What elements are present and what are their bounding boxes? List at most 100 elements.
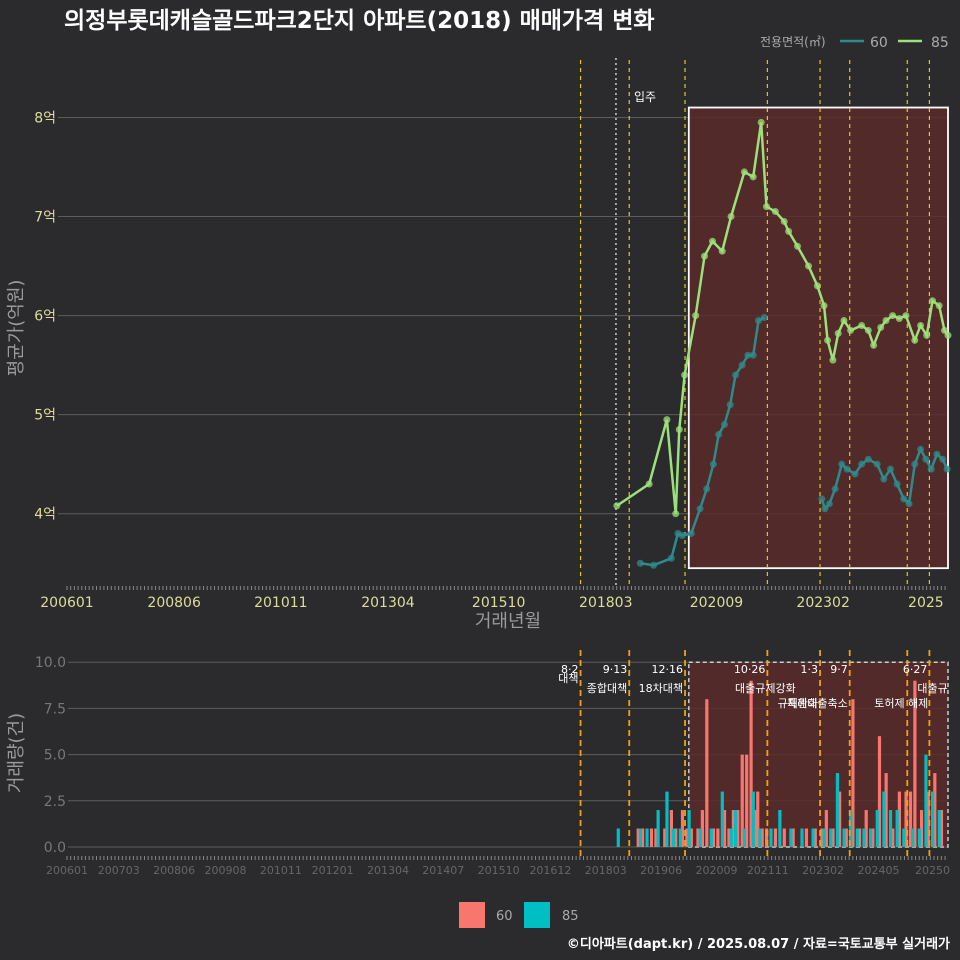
bar-85 [895, 810, 899, 847]
series-60-point [900, 495, 908, 503]
bar-60 [919, 810, 924, 847]
footer-credit: ©디아파트(dapt.kr) / 2025.08.07 / 자료=국토교통부 실… [567, 936, 950, 952]
series-60-point [851, 470, 859, 478]
price-axes: 4억 5억 6억 7억 8억 200601 200806 201011 201304 201510… [34, 110, 946, 611]
series-85-point [805, 262, 813, 270]
bar-60 [753, 810, 758, 847]
series-85-point [675, 425, 683, 433]
price-legend: 전용면적(㎡) 60 85 [760, 35, 949, 51]
bar-60 [711, 828, 716, 847]
bar-85 [911, 828, 915, 847]
price-x-tick-label: 201510 [472, 595, 525, 611]
series-60-point [749, 351, 757, 359]
volume-x-tick-label: 200601 [46, 864, 88, 877]
bar-60 [705, 699, 709, 847]
price-x-tick-label: 2025 [908, 595, 944, 611]
bar-85 [616, 828, 620, 847]
series-60-point [939, 455, 947, 463]
price-y-tick-label: 7억 [34, 210, 56, 226]
bar-85 [811, 828, 815, 847]
series-60-point [843, 465, 851, 473]
bar-60 [864, 810, 868, 847]
volume-x-tick-label: 202111 [747, 864, 789, 877]
volume-x-tick-label: 201510 [478, 864, 520, 877]
bar-60 [731, 810, 735, 847]
series-85-point [940, 326, 948, 334]
volume-y-tick-label: 2.5 [44, 794, 66, 810]
bar-85 [822, 828, 826, 847]
price-x-tick-label: 202009 [690, 595, 743, 611]
series-85-point [613, 502, 621, 510]
bar-85 [882, 791, 886, 847]
volume-marks [616, 680, 944, 847]
bar-60 [740, 754, 744, 847]
event-label: 토허제 해제 [874, 696, 928, 710]
bar-60 [782, 828, 786, 847]
bar-60 [913, 680, 917, 847]
bar-60 [654, 828, 658, 847]
bar-85 [862, 828, 866, 847]
event-date-label: 10·26 [734, 663, 766, 676]
price-x-tick-label: 201304 [361, 595, 415, 611]
bar-60 [745, 754, 749, 847]
series-60-point [905, 500, 913, 508]
series-85-point [740, 168, 748, 176]
bar-60 [756, 791, 760, 847]
series-60-point [650, 561, 658, 569]
series-85-point [917, 321, 925, 329]
series-85-point [672, 510, 680, 518]
bar-85 [645, 828, 649, 847]
bar-60 [696, 828, 700, 847]
bar-60 [891, 828, 895, 847]
series-85-point [944, 331, 952, 339]
series-85-point [727, 213, 735, 221]
volume-x-tick-label: 201906 [640, 864, 682, 877]
series-60-point [678, 531, 686, 539]
bar-85 [902, 828, 906, 847]
volume-x-tick-label: 201612 [529, 864, 571, 877]
series-85-point [749, 173, 757, 181]
bar-60 [933, 773, 937, 847]
price-marks [613, 118, 952, 569]
bar-85 [937, 810, 941, 847]
bar-85 [751, 791, 755, 847]
price-x-tick-label: 201011 [254, 595, 307, 611]
bar-85 [917, 828, 921, 847]
series-85-point [757, 118, 765, 126]
bar-60 [939, 810, 944, 847]
volume-x-tick-label: 202009 [695, 864, 737, 877]
event-date-label: 9·13 [603, 663, 628, 676]
event-label: 대책 [558, 672, 578, 685]
legend-swatch-60 [459, 902, 485, 928]
bar-60 [908, 791, 913, 847]
series-60-point [636, 559, 644, 567]
series-85-point [847, 326, 855, 334]
bar-85 [769, 828, 773, 847]
bar-60 [749, 680, 753, 847]
series-85-point [718, 247, 726, 255]
bar-60 [897, 791, 902, 847]
volume-y-tick-label: 0.0 [44, 840, 66, 856]
series-60-point [873, 460, 881, 468]
series-85-point [820, 302, 828, 310]
series-85-point [813, 282, 821, 290]
bar-60 [773, 828, 778, 847]
series-85-point [692, 312, 700, 320]
bar-85 [888, 810, 893, 847]
series-85-point [681, 371, 689, 379]
volume-y-tick-label: 10.0 [35, 655, 66, 671]
volume-x-tick-label: 200806 [153, 864, 195, 877]
volume-x-tick-label: 201304 [367, 864, 409, 877]
price-x-tick-label: 202302 [796, 595, 849, 611]
chart-title: 의정부롯데캐슬골드파크2단지 아파트(2018) 매매가격 변화 [64, 8, 655, 34]
volume-x-tick-label: 201201 [312, 864, 354, 877]
volume-policy-lines: 8·2대책 9·13 종합대책 12·16 18차대책 10·26 대출규제강화 1·3 규제완… [558, 650, 948, 857]
series-60-point [703, 485, 711, 493]
series-60-point [880, 475, 888, 483]
bar-60 [884, 773, 888, 847]
series-60-point [744, 351, 752, 359]
legend-label-60-bottom: 60 [496, 909, 513, 924]
price-x-tick-label: 200806 [147, 595, 201, 611]
series-60-point [687, 530, 695, 538]
bar-85 [758, 828, 762, 847]
